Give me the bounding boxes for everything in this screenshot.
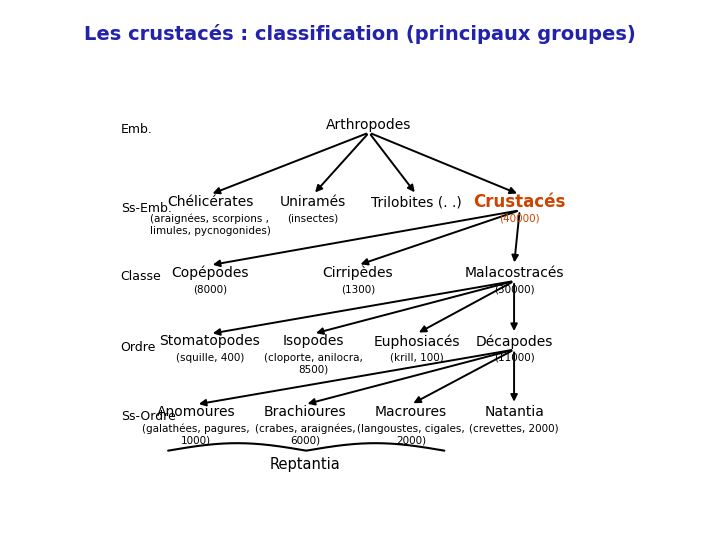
- Text: (araignées, scorpions ,
limules, pycnogonides): (araignées, scorpions , limules, pycnogo…: [150, 214, 271, 236]
- Text: Emb.: Emb.: [121, 123, 153, 136]
- Text: Reptantia: Reptantia: [269, 457, 341, 472]
- Text: Les crustacés : classification (principaux groupes): Les crustacés : classification (principa…: [84, 24, 636, 44]
- Text: Copépodes: Copépodes: [171, 266, 248, 280]
- Text: (11000): (11000): [494, 353, 534, 363]
- Text: (crevettes, 2000): (crevettes, 2000): [469, 424, 559, 434]
- Text: Cirripèdes: Cirripèdes: [323, 266, 393, 280]
- Text: Uniramés: Uniramés: [280, 195, 346, 209]
- Text: Classe: Classe: [121, 271, 161, 284]
- Text: Trilobites (. .): Trilobites (. .): [371, 195, 462, 209]
- Text: Décapodes: Décapodes: [475, 334, 553, 348]
- Text: (krill, 100): (krill, 100): [390, 353, 444, 363]
- Text: Macroures: Macroures: [375, 405, 447, 419]
- Text: Brachioures: Brachioures: [264, 405, 346, 419]
- Text: Malacostracés: Malacostracés: [464, 266, 564, 280]
- Text: Anomoures: Anomoures: [157, 405, 235, 419]
- Text: (langoustes, cigales,
2000): (langoustes, cigales, 2000): [357, 424, 464, 446]
- Text: (galathées, pagures,
1000): (galathées, pagures, 1000): [143, 424, 250, 446]
- Text: Arthropodes: Arthropodes: [326, 118, 412, 132]
- Text: Chélicérates: Chélicérates: [167, 195, 253, 209]
- Text: Natantia: Natantia: [484, 405, 544, 419]
- Text: Stomatopodes: Stomatopodes: [160, 334, 261, 348]
- Text: Ordre: Ordre: [121, 341, 156, 354]
- Text: (1300): (1300): [341, 285, 375, 294]
- Text: Isopodes: Isopodes: [282, 334, 344, 348]
- Text: (insectes): (insectes): [287, 214, 339, 224]
- Text: Euphosiacés: Euphosiacés: [373, 334, 459, 348]
- Text: Ss-Emb.: Ss-Emb.: [121, 202, 171, 215]
- Text: (cloporte, anilocra,
8500): (cloporte, anilocra, 8500): [264, 353, 363, 375]
- Text: (30000): (30000): [494, 285, 534, 294]
- Text: (40000): (40000): [500, 214, 540, 224]
- Text: (crabes, araignées,
6000): (crabes, araignées, 6000): [254, 424, 355, 446]
- Text: Ss-Ordre: Ss-Ordre: [121, 410, 176, 423]
- Text: (squille, 400): (squille, 400): [176, 353, 244, 363]
- Text: (8000): (8000): [193, 285, 227, 294]
- Text: Crustacés: Crustacés: [474, 193, 566, 211]
